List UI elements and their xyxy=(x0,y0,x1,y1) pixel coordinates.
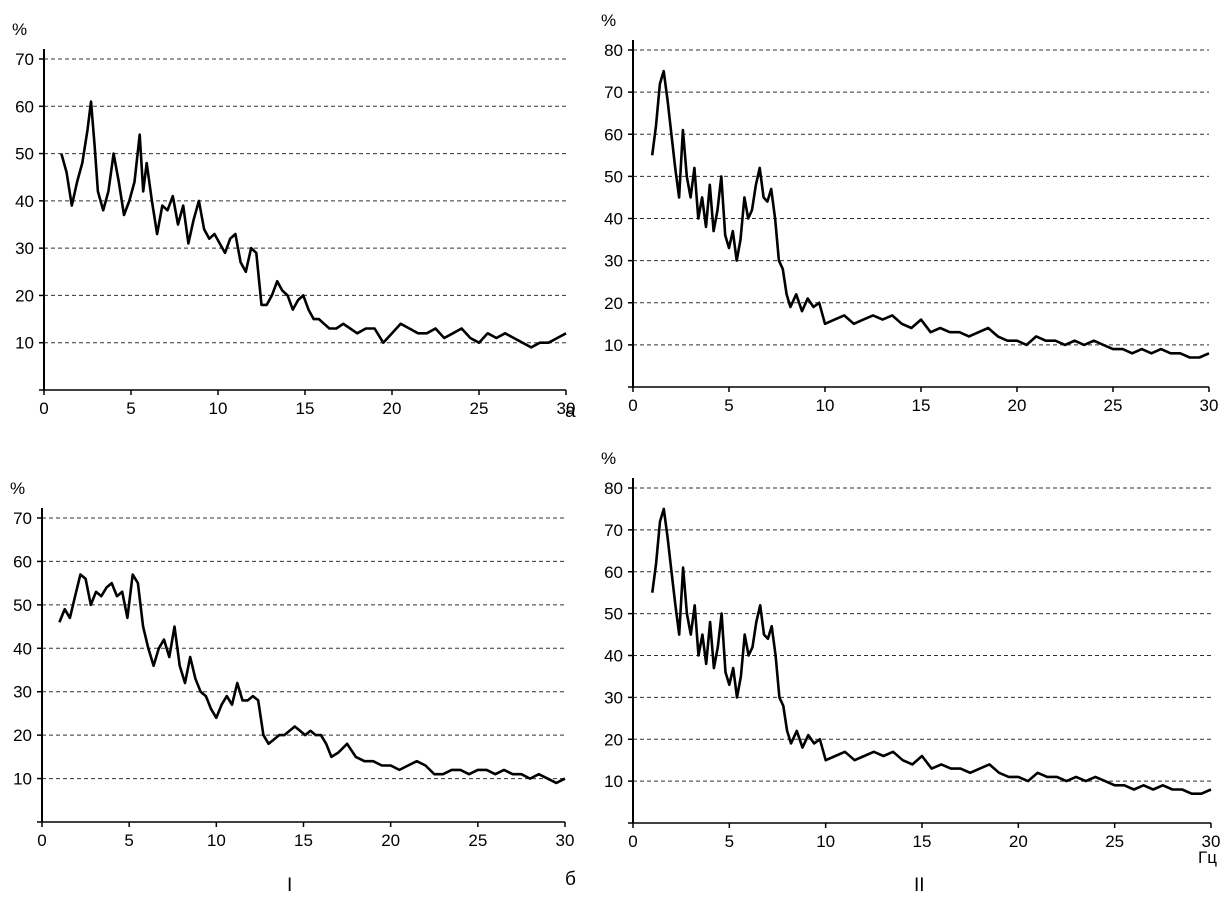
y-tick-label: 10 xyxy=(604,772,623,791)
y-tick-label: 20 xyxy=(13,726,32,745)
y-tick-label: 40 xyxy=(604,210,623,229)
x-tick-label: 15 xyxy=(912,396,931,415)
y-tick-label: 60 xyxy=(604,125,623,144)
y-tick-label: 60 xyxy=(13,552,32,571)
x-tick-label: 15 xyxy=(296,399,315,418)
panel-label-b: б xyxy=(565,869,576,890)
column-label-right: II xyxy=(914,875,925,896)
y-tick-label: 70 xyxy=(604,521,623,540)
x-tick-label: 15 xyxy=(294,831,313,850)
y-tick-label: 10 xyxy=(13,770,32,789)
y-axis-label: % xyxy=(10,479,25,498)
y-tick-label: 10 xyxy=(15,334,34,353)
x-tick-label: 5 xyxy=(126,399,135,418)
y-tick-label: 10 xyxy=(604,336,623,355)
y-tick-label: 20 xyxy=(604,730,623,749)
x-tick-label: 15 xyxy=(913,832,932,851)
x-axis-label: Гц xyxy=(1198,848,1217,867)
x-tick-label: 25 xyxy=(1104,396,1123,415)
x-tick-label: 30 xyxy=(1200,396,1219,415)
y-axis-label: % xyxy=(601,11,616,30)
x-tick-label: 20 xyxy=(383,399,402,418)
x-tick-label: 5 xyxy=(124,831,133,850)
x-tick-label: 25 xyxy=(468,831,487,850)
series-line xyxy=(60,100,567,349)
x-tick-label: 20 xyxy=(1008,396,1027,415)
column-label-left: I xyxy=(287,875,293,896)
x-tick-label: 10 xyxy=(207,831,226,850)
y-tick-label: 30 xyxy=(604,252,623,271)
x-tick-label: 0 xyxy=(628,396,637,415)
y-tick-label: 30 xyxy=(13,683,32,702)
y-tick-label: 60 xyxy=(15,97,34,116)
x-tick-label: 10 xyxy=(816,832,835,851)
x-tick-label: 5 xyxy=(725,832,734,851)
y-axis-label: % xyxy=(601,449,616,468)
x-tick-label: 30 xyxy=(1202,832,1221,851)
x-tick-label: 30 xyxy=(556,831,575,850)
chart-panel-1: 10 20 30 40 50 60 70 0 5 10 15 20 25 30% xyxy=(12,20,575,418)
series-line xyxy=(58,573,566,785)
x-tick-label: 0 xyxy=(628,832,637,851)
y-tick-label: 70 xyxy=(604,83,623,102)
x-tick-label: 10 xyxy=(816,396,835,415)
x-tick-label: 30 xyxy=(557,399,576,418)
y-tick-label: 30 xyxy=(15,239,34,258)
chart-panel-3: 10 20 30 40 50 60 70 0 5 10 15 20 25 30% xyxy=(10,479,574,850)
panel-label-a: а xyxy=(565,401,576,422)
x-tick-label: 10 xyxy=(209,399,228,418)
y-tick-label: 50 xyxy=(604,605,623,624)
chart-panel-2: 10 20 30 40 50 60 70 80 0 5 10 15 20 25 30% xyxy=(601,11,1218,415)
y-tick-label: 80 xyxy=(604,479,623,498)
y-tick-label: 50 xyxy=(13,596,32,615)
y-tick-label: 50 xyxy=(604,167,623,186)
x-tick-label: 0 xyxy=(39,399,48,418)
x-tick-label: 0 xyxy=(37,831,46,850)
x-tick-label: 20 xyxy=(1009,832,1028,851)
chart-panel-4: 10 20 30 40 50 60 70 80 0 5 10 15 20 25 30% Гц xyxy=(601,449,1220,867)
y-tick-label: 80 xyxy=(604,41,623,60)
x-tick-label: 20 xyxy=(381,831,400,850)
y-tick-label: 30 xyxy=(604,688,623,707)
y-tick-label: 40 xyxy=(13,639,32,658)
y-tick-label: 70 xyxy=(15,50,34,69)
y-axis-label: % xyxy=(12,20,27,39)
series-line xyxy=(650,69,1210,359)
series-line xyxy=(651,507,1212,796)
y-tick-label: 20 xyxy=(15,286,34,305)
y-tick-label: 40 xyxy=(15,192,34,211)
y-tick-label: 40 xyxy=(604,647,623,666)
y-tick-label: 50 xyxy=(15,145,34,164)
x-tick-label: 25 xyxy=(470,399,489,418)
y-tick-label: 70 xyxy=(13,509,32,528)
y-tick-label: 20 xyxy=(604,294,623,313)
x-tick-label: 5 xyxy=(724,396,733,415)
y-tick-label: 60 xyxy=(604,563,623,582)
x-tick-label: 25 xyxy=(1105,832,1124,851)
